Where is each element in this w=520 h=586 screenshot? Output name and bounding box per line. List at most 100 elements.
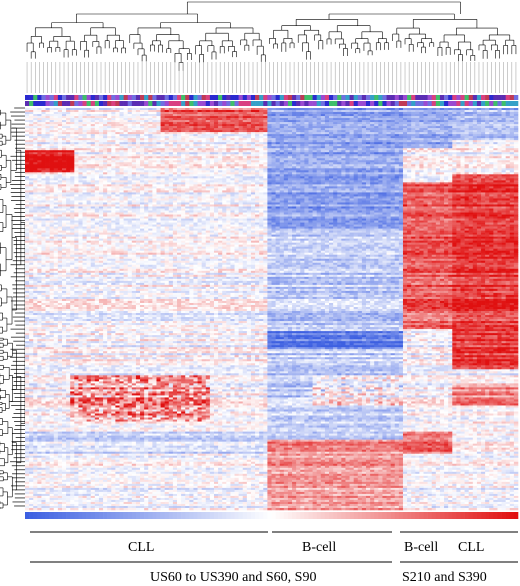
heatmap-cell [205,168,211,171]
heatmap-cell [402,144,408,147]
heatmap-cell [460,112,465,115]
heatmap-cell [131,158,137,161]
heatmap-cell [374,124,379,127]
heatmap-cell [156,124,161,127]
heatmap-cell [493,166,498,169]
heatmap-cell [222,156,227,159]
heatmap-cell [320,138,326,141]
heatmap-cell [513,150,519,153]
heatmap-cell [460,114,465,117]
heatmap-cell [115,162,120,165]
heatmap-cell [164,122,170,125]
heatmap-cell [78,132,83,135]
heatmap-cell [361,108,367,111]
heatmap-cell [505,154,511,157]
heatmap-cell [513,114,519,117]
heatmap-cell [98,144,104,147]
heatmap-cell [111,110,116,113]
heatmap-cell [411,138,416,141]
heatmap-cell [160,148,165,151]
heatmap-cell [127,168,133,171]
heatmap-cell [320,156,326,159]
heatmap-cell [501,128,506,131]
heatmap-cell [501,136,506,139]
heatmap-cell [304,114,309,117]
heatmap-cell [37,154,42,157]
heatmap-cell [456,140,461,143]
heatmap-cell [66,158,71,161]
heatmap-cell [382,142,387,145]
heatmap-cell [49,118,55,121]
column-annotation-cell [439,101,445,106]
heatmap-cell [70,164,75,167]
heatmap-cell [131,144,137,147]
heatmap-cell [156,120,161,123]
heatmap-cell [267,138,272,141]
heatmap-cell [74,116,79,119]
heatmap-cell [226,146,231,149]
heatmap-cell [382,154,387,157]
heatmap-cell [476,166,482,169]
heatmap-cell [234,116,239,119]
heatmap-cell [107,140,112,143]
heatmap-cell [226,138,231,141]
heatmap-cell [127,122,133,125]
heatmap-cell [456,108,461,111]
heatmap-cell [427,132,433,135]
heatmap-cell [181,146,186,149]
heatmap-cell [213,150,219,153]
heatmap-cell [115,142,120,145]
heatmap-cell [365,154,371,157]
heatmap-cell [513,110,519,113]
heatmap-cell [398,114,404,117]
heatmap-cell [501,140,506,143]
heatmap-cell [407,114,412,117]
heatmap-cell [131,124,137,127]
heatmap-cell [267,150,272,153]
heatmap-cell [111,130,116,133]
heatmap-cell [329,144,334,147]
heatmap-cell [283,164,289,167]
heatmap-cell [320,122,326,125]
heatmap-cell [218,120,223,123]
heatmap-cell [115,132,120,135]
heatmap-cell [156,122,161,125]
heatmap-cell [304,154,309,157]
heatmap-cell [509,142,515,145]
heatmap-cell [242,126,248,129]
heatmap-cell [164,150,170,153]
heatmap-cell [230,142,235,145]
heatmap-cell [476,142,482,145]
heatmap-cell [234,118,239,121]
heatmap-cell [419,160,424,163]
heatmap-cell [353,130,359,133]
column-annotation-cell [452,101,457,106]
heatmap-cell [407,120,412,123]
heatmap-cell [481,128,486,131]
heatmap-cell [70,148,75,151]
heatmap-cell [308,114,313,117]
heatmap-cell [444,166,449,169]
heatmap-cell [448,122,453,125]
heatmap-cell [300,120,305,123]
heatmap-cell [94,148,100,151]
heatmap-cell [316,142,322,145]
heatmap-cell [250,144,256,147]
heatmap-cell [185,152,190,155]
heatmap-cell [439,134,445,137]
heatmap-cell [497,120,502,123]
heatmap-cell [324,162,330,165]
heatmap-cell [131,136,137,139]
heatmap-cell [448,128,453,131]
heatmap-cell [329,130,334,133]
heatmap-cell [415,128,420,131]
heatmap-cell [419,166,424,169]
heatmap-cell [193,114,198,117]
heatmap-cell [382,124,387,127]
heatmap-cell [242,156,248,159]
heatmap-cell [493,112,498,115]
heatmap-cell [509,160,515,163]
heatmap-cell [226,132,231,135]
heatmap-cell [448,138,453,141]
heatmap-cell [107,164,112,167]
